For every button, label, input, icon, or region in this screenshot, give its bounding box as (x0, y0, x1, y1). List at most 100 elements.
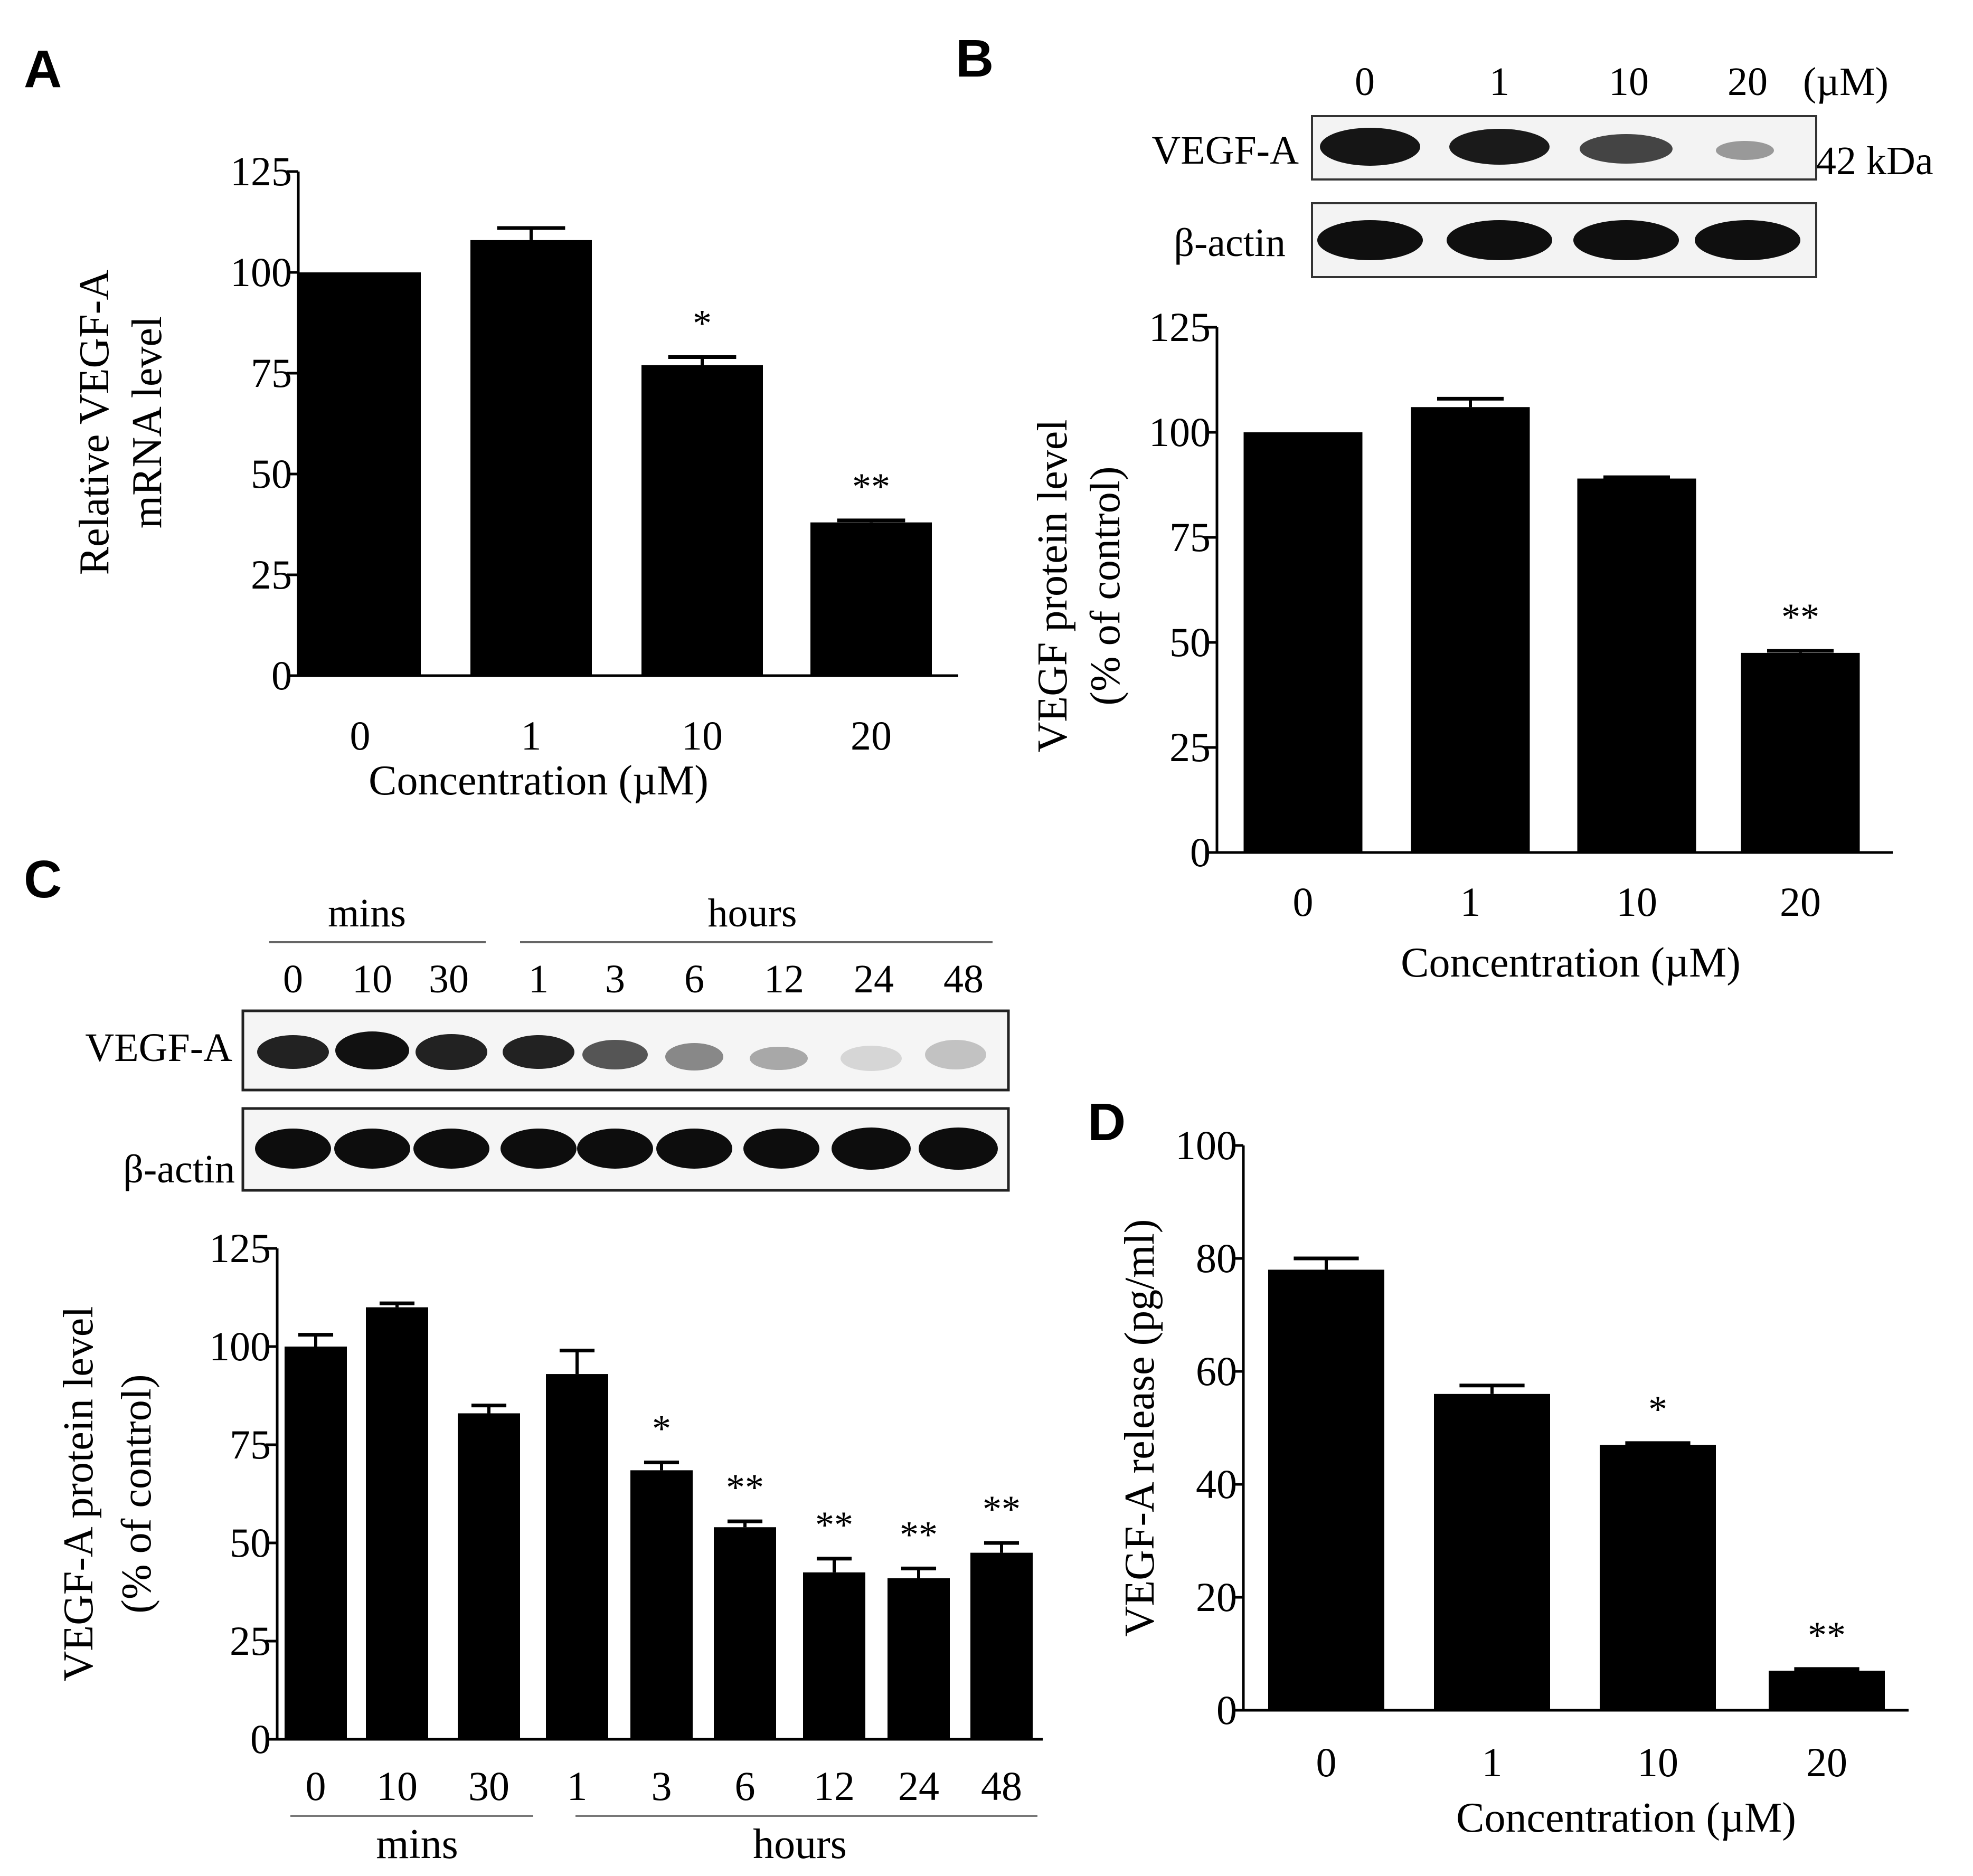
significance-marker: ** (852, 466, 890, 508)
blot-c-band (743, 1129, 819, 1169)
x-tick-label: 10 (682, 713, 723, 759)
y-axis-label: VEGF-A release (pg/ml) (1117, 1219, 1163, 1637)
blot-b-band (1449, 129, 1550, 165)
y-tick-label: 60 (1196, 1348, 1237, 1394)
blot-c: mins hours 0 10 30 1 3 6 12 24 48 VEGF-A… (85, 891, 1010, 1192)
y-tick-label: 125 (230, 148, 292, 194)
bar (630, 1470, 693, 1739)
blot-c-lane-label: 0 (283, 957, 303, 1001)
x-tick-label: 10 (376, 1763, 418, 1809)
blot-b: 0 1 10 20 (µM) VEGF-A β-actin 42 kDa (1151, 60, 1933, 278)
blot-c-band (577, 1129, 653, 1169)
blot-c-band (257, 1035, 329, 1069)
blot-c-band (413, 1129, 489, 1169)
y-tick-label: 25 (251, 552, 292, 598)
x-tick-label: 12 (814, 1763, 855, 1809)
significance-marker: * (652, 1407, 671, 1449)
blot-b-row-actin: β-actin (1174, 221, 1286, 265)
bar (888, 1578, 950, 1739)
x-tick-label: 20 (1806, 1739, 1847, 1785)
bar (1577, 478, 1696, 852)
blot-b-unit: (µM) (1803, 60, 1889, 104)
y-tick-label: 40 (1196, 1461, 1237, 1507)
x-tick-label: 10 (1616, 879, 1657, 925)
y-tick-label: 100 (1175, 1122, 1237, 1168)
y-axis-label: Relative VEGF-A (71, 270, 118, 575)
significance-marker: ** (815, 1504, 853, 1546)
x-tick-label: 1 (1482, 1739, 1503, 1785)
panel-letter-c: C (24, 850, 62, 909)
bar (1434, 1394, 1550, 1710)
blot-c-band (750, 1047, 808, 1070)
blot-c-lane-label: 24 (854, 957, 894, 1001)
y-tick-label: 50 (230, 1520, 271, 1566)
blot-c-band (334, 1129, 410, 1169)
y-tick-label: 50 (251, 451, 292, 497)
y-tick-label: 75 (230, 1422, 271, 1467)
significance-marker: ** (1808, 1614, 1846, 1656)
bar (285, 1347, 347, 1739)
blot-c-band (503, 1035, 574, 1069)
y-axis-label: VEGF protein level (1030, 420, 1076, 753)
significance-marker: * (693, 302, 712, 344)
y-axis-label: VEGF-A protein level (55, 1306, 102, 1682)
blot-c-lane-label: 48 (943, 957, 984, 1001)
x-tick-label: 3 (652, 1763, 672, 1809)
y-tick-label: 100 (209, 1323, 271, 1369)
blot-c-lane-label: 1 (528, 957, 549, 1001)
y-tick-label: 75 (251, 350, 292, 396)
blot-c-lane-label: 12 (764, 957, 804, 1001)
x-tick-label: 20 (851, 713, 892, 759)
significance-marker: ** (1781, 596, 1819, 638)
x-tick-label: 0 (1293, 879, 1314, 925)
significance-marker: ** (983, 1488, 1021, 1530)
bar (1411, 407, 1530, 852)
y-tick-label: 0 (250, 1716, 271, 1762)
blot-c-band (501, 1129, 577, 1169)
panel-letter-b: B (956, 29, 994, 88)
x-axis-label: Concentration (µM) (369, 757, 709, 804)
bar (641, 365, 763, 676)
significance-marker: * (1648, 1388, 1667, 1430)
y-tick-label: 75 (1169, 514, 1211, 560)
bar (470, 240, 592, 676)
y-tick-label: 100 (230, 249, 292, 295)
blot-b-band (1580, 134, 1673, 164)
blot-b-band (1695, 220, 1800, 260)
bar (970, 1552, 1033, 1739)
x-axis-label: Concentration (µM) (1401, 940, 1741, 986)
blot-c-band (665, 1043, 723, 1070)
x-tick-label: 10 (1637, 1739, 1678, 1785)
blot-c-lane-label: 30 (429, 957, 469, 1001)
blot-b-band (1573, 220, 1679, 260)
blot-c-band (335, 1031, 409, 1069)
blot-c-group-mins: mins (328, 891, 406, 935)
bar (546, 1374, 608, 1739)
chart-a-mrna: 0 25 50 75 100 125 0 1 * 10 ** 20 Concentration (µM)… (71, 148, 958, 804)
group-label: hours (753, 1821, 847, 1868)
y-tick-label: 125 (209, 1225, 271, 1271)
x-tick-label: 48 (981, 1763, 1022, 1809)
significance-marker: ** (900, 1513, 938, 1556)
blot-c-band (255, 1129, 331, 1169)
y-tick-label: 100 (1149, 409, 1211, 455)
blot-c-lane-label: 6 (684, 957, 704, 1001)
y-axis-label: (% of control) (1082, 466, 1129, 705)
y-tick-label: 0 (271, 652, 292, 698)
y-tick-label: 0 (1216, 1687, 1237, 1733)
bar (714, 1527, 776, 1739)
bar (1600, 1445, 1716, 1710)
y-tick-label: 80 (1196, 1235, 1237, 1281)
blot-b-band (1317, 220, 1423, 260)
bar (1741, 652, 1860, 852)
blot-b-lane-label: 1 (1489, 60, 1509, 104)
y-axis-label: (% of control) (114, 1374, 160, 1613)
bar (1243, 432, 1363, 852)
blot-b-lane-label: 10 (1609, 60, 1649, 104)
blot-c-band (925, 1040, 986, 1069)
blot-c-band (582, 1040, 648, 1069)
blot-c-band (416, 1034, 487, 1070)
blot-b-band (1447, 220, 1552, 260)
y-tick-label: 50 (1169, 619, 1211, 665)
